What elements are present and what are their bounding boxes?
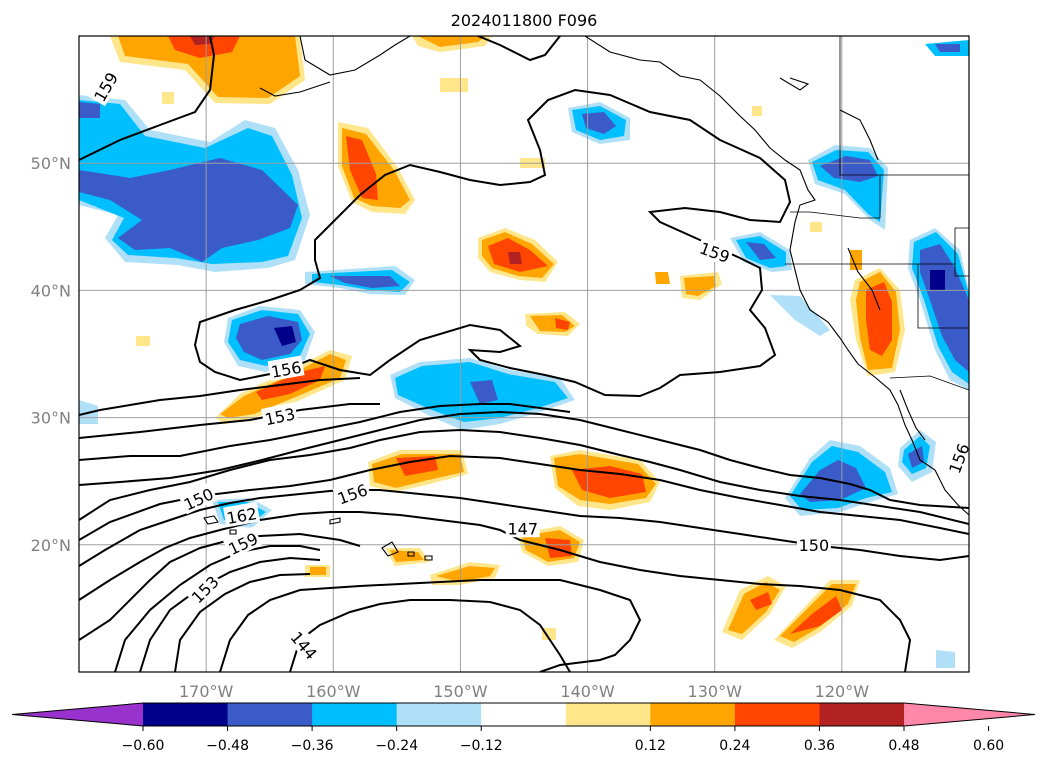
colorbar-segment — [650, 703, 736, 726]
colorbar-segment — [819, 703, 905, 726]
coastlines — [203, 36, 969, 561]
colorbar-under-arrow — [12, 703, 143, 726]
colorbar-tick-label: 0.12 — [635, 738, 666, 754]
colorbar-segment — [734, 703, 820, 726]
latitude-labels: 20°N 30°N 40°N 50°N — [31, 154, 71, 555]
lat-tick-label: 40°N — [31, 281, 71, 300]
contour-label: 156 — [267, 355, 305, 382]
colorbar-segment — [481, 703, 567, 726]
colorbar-tick-label: −0.12 — [460, 738, 503, 754]
colorbar-tick-label: 0.60 — [973, 738, 1004, 754]
contour-label: 150 — [796, 533, 831, 555]
colorbar-segment — [312, 703, 398, 726]
contour-label-text: 147 — [507, 519, 538, 538]
lon-tick-label: 140°W — [560, 682, 615, 701]
lon-tick-label: 170°W — [179, 682, 234, 701]
lon-tick-label: 150°W — [433, 682, 488, 701]
colorbar-segment — [565, 703, 651, 726]
colorbar-segment — [396, 703, 482, 726]
colorbar-segment — [227, 703, 313, 726]
lat-tick-label: 30°N — [31, 409, 71, 428]
colorbar-tick-label: −0.24 — [375, 738, 418, 754]
lat-tick-label: 50°N — [31, 154, 71, 173]
colorbar: −0.60 −0.48 −0.36 −0.24 −0.12 0.12 0.24 0.36 0.4… — [11, 702, 1036, 754]
colorbar-segment — [143, 703, 229, 726]
contour-label: 147 — [505, 517, 540, 538]
colorbar-tick-label: −0.48 — [206, 738, 249, 754]
colorbar-over-arrow — [904, 703, 1035, 726]
colorbar-tick-label: −0.36 — [291, 738, 334, 754]
lon-tick-label: 160°W — [306, 682, 361, 701]
lat-tick-label: 20°N — [31, 536, 71, 555]
longitude-labels: 170°W 160°W 150°W 140°W 130°W 120°W — [179, 682, 869, 701]
colorbar-tick-label: 0.24 — [719, 738, 750, 754]
political-borders — [785, 36, 969, 391]
contour-label: 156 — [942, 438, 969, 478]
plot-title: 2024011800 F096 — [451, 11, 598, 30]
lon-tick-label: 120°W — [815, 682, 870, 701]
contour-label-text: 150 — [799, 536, 830, 555]
anomaly-shading — [79, 36, 969, 668]
lon-tick-label: 130°W — [688, 682, 743, 701]
colorbar-tick-label: 0.48 — [888, 738, 919, 754]
colorbar-tick-label: 0.36 — [804, 738, 835, 754]
map-frame — [78, 35, 970, 673]
colorbar-tick-label: −0.60 — [122, 738, 165, 754]
